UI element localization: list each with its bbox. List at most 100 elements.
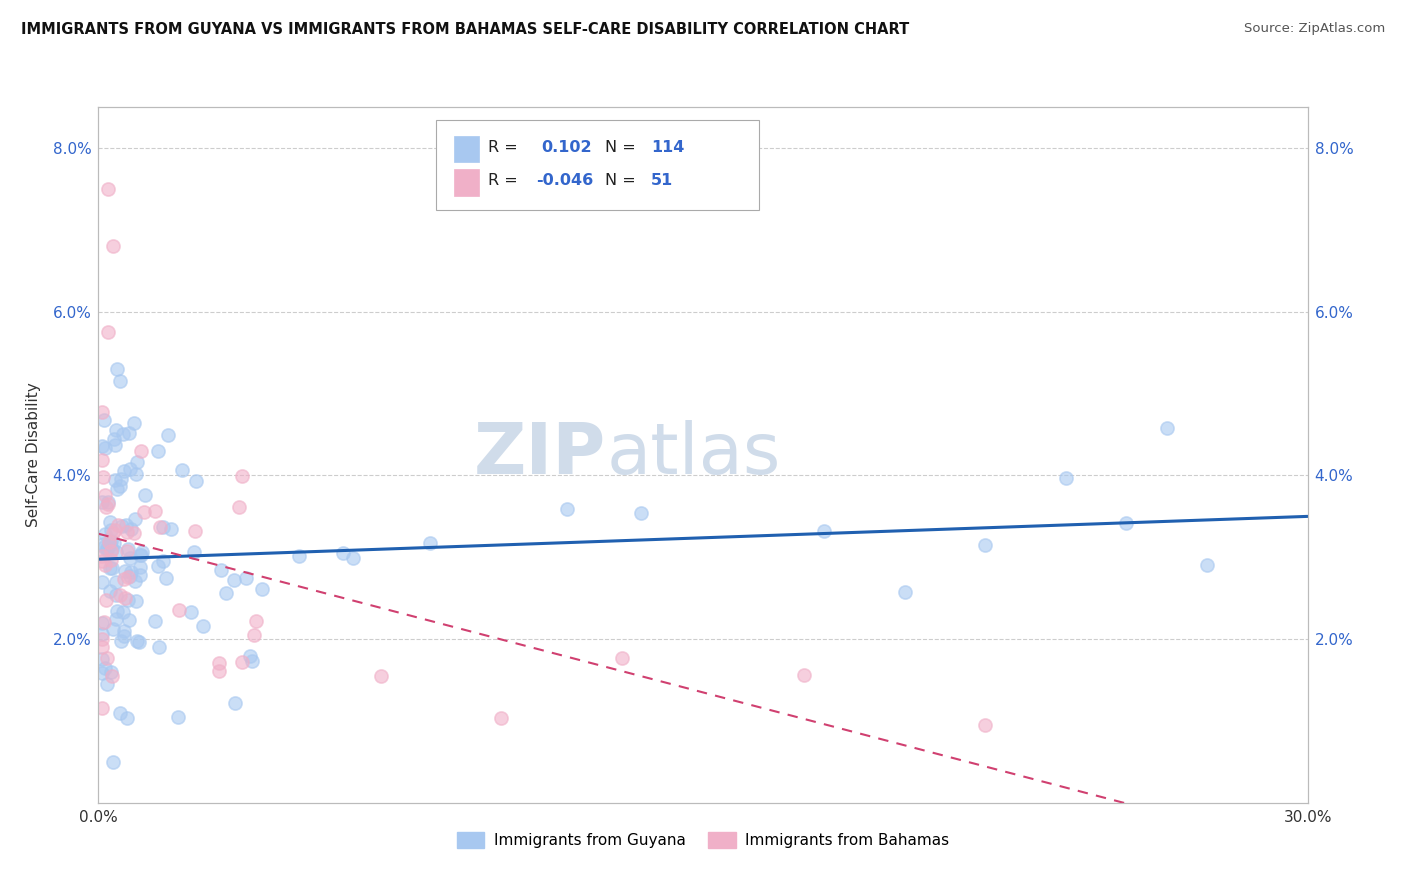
Point [97, 535, 120, 549]
Point [105, 482, 128, 496]
Point [131, 545, 153, 559]
Point [97, 497, 120, 511]
Point [94, 500, 117, 514]
Point [94, 558, 117, 572]
Text: 51: 51 [651, 173, 673, 187]
Point [94, 661, 117, 675]
Point [235, 571, 257, 585]
Point [101, 239, 124, 253]
Point [104, 474, 127, 488]
Text: IMMIGRANTS FROM GUYANA VS IMMIGRANTS FROM BAHAMAS SELF-CARE DISABILITY CORRELATI: IMMIGRANTS FROM GUYANA VS IMMIGRANTS FRO… [21, 22, 910, 37]
Point [125, 455, 148, 469]
Point [103, 536, 125, 550]
Point [250, 582, 273, 596]
Point [104, 424, 127, 438]
Text: R =: R = [488, 140, 517, 154]
Point [97, 326, 120, 340]
Point [120, 522, 142, 536]
Point [115, 711, 138, 725]
Point [93, 541, 115, 555]
Point [98, 536, 121, 550]
Point [813, 524, 835, 539]
Point [120, 551, 142, 566]
Point [105, 588, 128, 602]
Point [370, 669, 392, 683]
Point [118, 568, 141, 582]
Point [183, 545, 205, 559]
Point [97, 182, 120, 196]
Text: 0.102: 0.102 [541, 140, 592, 154]
Point [1156, 420, 1178, 434]
Point [100, 533, 122, 548]
Point [117, 593, 139, 607]
Point [100, 668, 122, 682]
Point [100, 553, 122, 567]
Point [129, 548, 152, 562]
Point [93, 527, 115, 541]
Point [108, 588, 131, 602]
Point [100, 560, 122, 574]
Point [105, 544, 128, 558]
Point [208, 657, 231, 671]
Text: 114: 114 [651, 140, 685, 154]
Point [167, 602, 190, 616]
Point [122, 526, 145, 541]
Point [242, 654, 264, 668]
Point [155, 571, 177, 585]
Text: ZIP: ZIP [474, 420, 606, 490]
Point [112, 629, 135, 643]
Point [114, 624, 136, 638]
Point [159, 522, 181, 536]
Point [111, 426, 134, 441]
Point [132, 505, 155, 519]
Point [114, 591, 136, 605]
Point [91, 495, 114, 509]
Point [117, 541, 139, 556]
Point [100, 665, 122, 680]
Point [555, 502, 578, 516]
Point [91, 640, 114, 655]
Point [1115, 516, 1137, 531]
Point [419, 535, 441, 549]
Point [125, 633, 148, 648]
Point [120, 566, 142, 580]
Point [91, 554, 114, 568]
Point [124, 574, 146, 588]
Point [91, 616, 114, 631]
Point [115, 544, 138, 558]
Point [149, 520, 172, 534]
Point [111, 605, 134, 619]
Point [108, 374, 131, 388]
Point [143, 614, 166, 628]
Point [128, 548, 150, 562]
Point [152, 520, 174, 534]
Text: atlas: atlas [606, 420, 780, 490]
Point [91, 549, 114, 563]
Point [93, 470, 115, 484]
Point [148, 640, 170, 655]
Point [224, 573, 246, 587]
Text: N =: N = [605, 173, 636, 187]
Point [184, 474, 207, 488]
Point [101, 541, 124, 556]
Point [104, 612, 127, 626]
Point [91, 452, 114, 467]
Point [1195, 558, 1218, 572]
Point [98, 584, 121, 599]
Point [105, 604, 128, 618]
Point [100, 544, 122, 558]
Point [105, 361, 128, 376]
Point [101, 560, 124, 574]
Point [125, 593, 148, 607]
Point [1054, 470, 1077, 484]
Point [224, 696, 246, 710]
Point [342, 550, 364, 565]
Point [117, 570, 139, 584]
Point [110, 473, 132, 487]
Point [108, 706, 131, 720]
Point [112, 572, 135, 586]
Point [101, 623, 124, 637]
Point [91, 666, 114, 681]
Point [170, 463, 193, 477]
Point [91, 627, 114, 641]
